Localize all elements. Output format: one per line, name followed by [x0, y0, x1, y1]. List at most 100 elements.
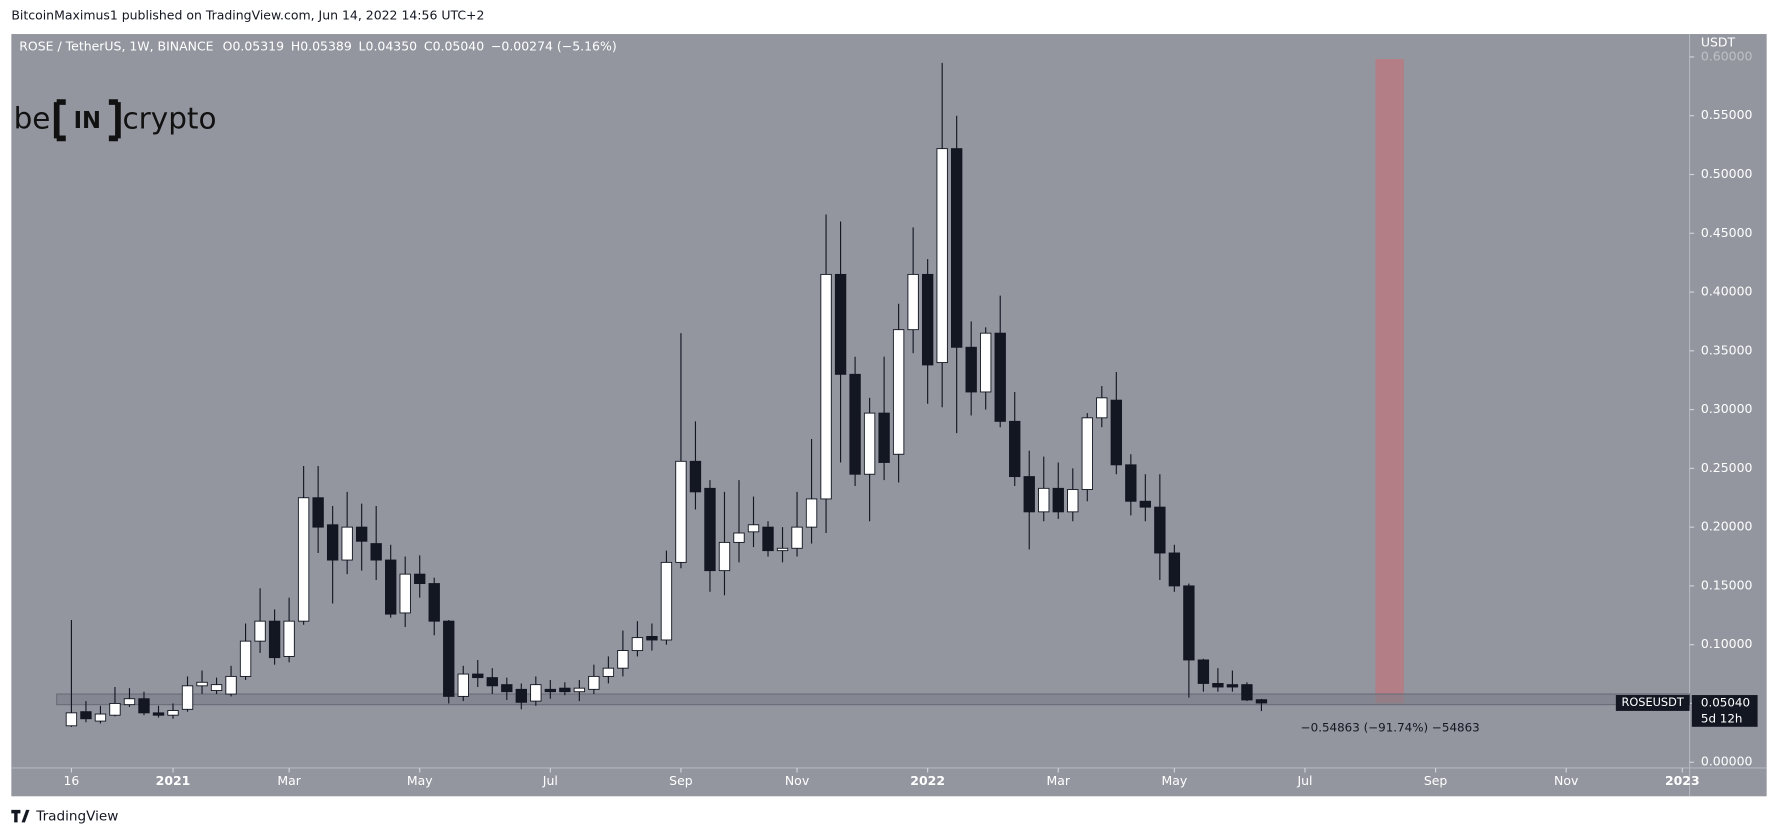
- candle-body: [399, 573, 411, 614]
- y-tick-label: 0.50000: [1701, 166, 1753, 181]
- candle-body: [515, 688, 527, 703]
- x-tick-label: Mar: [277, 773, 301, 788]
- x-tick-label: Jul: [542, 773, 558, 788]
- annotation: −0.54863 (−91.74%) −54863: [1301, 721, 1480, 735]
- x-tick-label: Jul: [1296, 773, 1312, 788]
- candle-body: [820, 273, 832, 500]
- candle-body: [791, 526, 803, 549]
- candle-body: [994, 332, 1006, 422]
- support-zone: [56, 693, 1691, 706]
- candle-body: [1125, 464, 1137, 502]
- candle-body: [907, 273, 919, 331]
- x-tick-label: 2023: [1665, 773, 1700, 788]
- price-tag-box: [1691, 695, 1758, 727]
- candle-body: [312, 497, 324, 528]
- candle-body: [718, 541, 731, 572]
- y-tick-label: 0.60000: [1701, 48, 1753, 63]
- candle-body: [123, 698, 136, 706]
- x-tick-label: May: [1161, 773, 1187, 788]
- candle-body: [1197, 659, 1210, 684]
- candle-body: [1067, 489, 1079, 513]
- candle-body: [950, 148, 963, 348]
- price-tag-box: [1615, 695, 1690, 711]
- x-tick-label: Nov: [1554, 773, 1578, 788]
- candle-body: [1023, 476, 1035, 513]
- candle-body: [167, 710, 179, 716]
- ohlc-prefix: O: [223, 38, 233, 53]
- y-tick-label: 0.15000: [1701, 577, 1753, 592]
- highlight-band: [1375, 58, 1404, 704]
- x-tick-label: 2022: [910, 773, 945, 788]
- candle-body: [1038, 487, 1050, 513]
- candle-body: [965, 346, 977, 393]
- candle-body: [689, 460, 702, 493]
- candle-body: [1241, 684, 1253, 701]
- candle-body: [94, 713, 107, 722]
- candle-body: [980, 332, 992, 393]
- footer-icon: [11, 809, 30, 823]
- candle-body: [181, 685, 194, 710]
- candle-body: [239, 640, 252, 677]
- x-tick-label: Sep: [669, 773, 693, 788]
- candle-body: [501, 684, 513, 693]
- legend-title: ROSE / TetherUS, 1W, BINANCE: [19, 38, 213, 53]
- ohlc-prefix: L: [359, 38, 366, 53]
- candle-body: [385, 559, 397, 615]
- candle-body: [443, 620, 455, 697]
- candle-body: [1110, 399, 1122, 466]
- y-tick-label: 0.55000: [1701, 107, 1753, 122]
- candle-body: [675, 460, 687, 563]
- y-unit: USDT: [1701, 35, 1736, 50]
- y-tick-label: 0.20000: [1701, 519, 1753, 534]
- candle-body: [1226, 684, 1239, 688]
- candle-body: [776, 547, 789, 552]
- candle-body: [1009, 420, 1021, 478]
- y-tick-label: 0.35000: [1701, 342, 1753, 357]
- y-tick-label: 0.30000: [1701, 401, 1753, 416]
- candle-body: [878, 412, 890, 463]
- x-tick-label: 2021: [156, 773, 191, 788]
- candle-body: [631, 637, 644, 652]
- candle-body: [805, 498, 818, 528]
- candle-body: [1255, 699, 1268, 704]
- candle-body: [283, 620, 295, 657]
- ohlc-value: 0.05040: [433, 38, 485, 53]
- candle-body: [602, 667, 615, 677]
- candle-body: [80, 711, 92, 720]
- candle-body: [588, 675, 600, 690]
- candle-body: [921, 273, 934, 366]
- ohlc-value: 0.05319: [232, 38, 284, 53]
- candle-body: [326, 524, 339, 561]
- y-tick-label: 0.25000: [1701, 460, 1753, 475]
- ohlc-prefix: C: [424, 38, 433, 53]
- candle-body: [1096, 397, 1108, 419]
- candle-body: [573, 687, 586, 693]
- candle-body: [834, 273, 847, 375]
- candle-body: [733, 532, 745, 543]
- price-tag-value: 0.05040: [1701, 695, 1750, 709]
- candle-body: [747, 524, 760, 533]
- candle-body: [1212, 683, 1224, 688]
- candle-body: [297, 497, 310, 622]
- candle-body: [210, 684, 223, 691]
- candle-body: [138, 698, 150, 714]
- candle-body: [1139, 500, 1152, 508]
- candle-body: [65, 712, 78, 727]
- candle-body: [660, 561, 673, 641]
- ohlc-prefix: H: [291, 38, 300, 53]
- candle-body: [617, 650, 629, 669]
- price-tag-symbol: ROSEUSDT: [1622, 695, 1684, 709]
- candle-body: [1052, 487, 1064, 513]
- logo-bracket: [53, 99, 121, 142]
- candle-body: [225, 675, 237, 695]
- footer-text: TradingView: [35, 809, 118, 825]
- x-tick-label: May: [407, 773, 433, 788]
- candle-body: [457, 673, 469, 697]
- candle-body: [341, 526, 353, 561]
- price-tag-countdown: 5d 12h: [1701, 711, 1743, 725]
- candle-body: [355, 526, 368, 542]
- candle-body: [849, 373, 861, 475]
- candle-body: [268, 620, 281, 659]
- ohlc-value: 0.05389: [300, 38, 352, 53]
